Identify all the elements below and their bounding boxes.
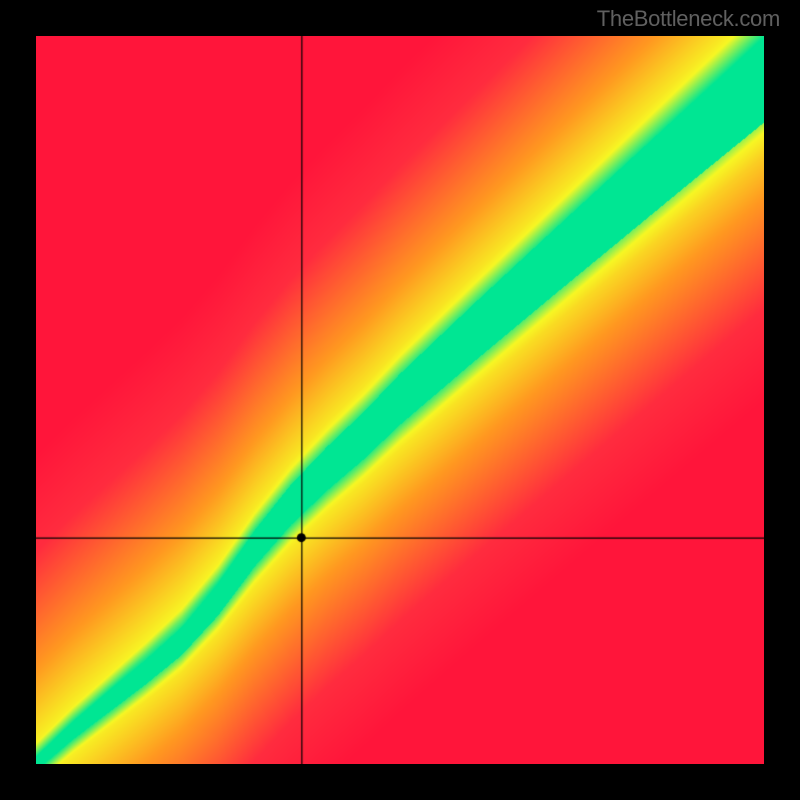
heatmap-canvas [36,36,764,764]
watermark-text: TheBottleneck.com [597,6,780,32]
heatmap-frame [36,36,764,764]
chart-container: TheBottleneck.com [0,0,800,800]
